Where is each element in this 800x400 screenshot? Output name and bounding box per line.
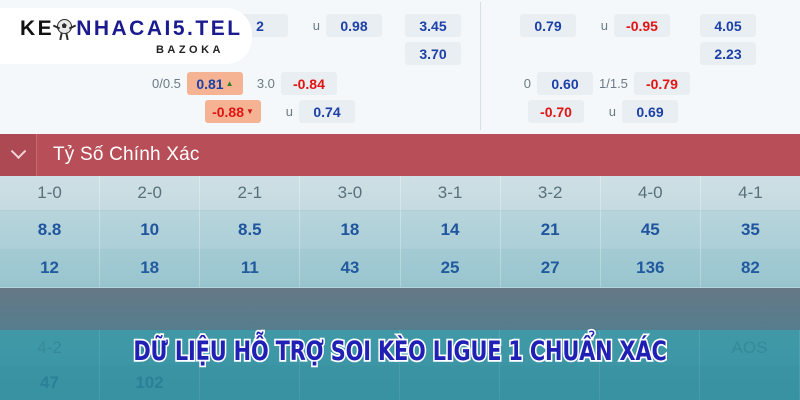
score-column-header: 1-0	[0, 176, 101, 211]
soccer-ball-mascot-icon	[53, 18, 77, 40]
score-odd-cell[interactable]: 43	[300, 249, 401, 287]
banner-headline: DỮ LIỆU HỖ TRỢ SOI KÈO LIGUE 1 CHUẨN XÁC	[132, 334, 668, 369]
site-logo[interactable]: KE NHACAI5.TEL BAZOKA	[0, 8, 252, 64]
score-odd-cell[interactable]: 8.8	[0, 211, 101, 249]
score-odd-cell[interactable]: 27	[500, 249, 601, 287]
odds-b2-value[interactable]: 0.79	[520, 14, 576, 37]
trend-up-icon: ▲	[225, 78, 234, 88]
score-odd-cell[interactable]: 12	[0, 249, 101, 287]
score-odd-cell[interactable]: 14	[400, 211, 501, 249]
score-column-header: 3-1	[400, 176, 501, 211]
score-column-header: 3-0	[300, 176, 401, 211]
odds-handicap-value-2b[interactable]: -0.88 ▼	[205, 100, 261, 123]
odds-row-2b-block-1: -0.88 ▼ u 0.74	[205, 100, 355, 123]
exact-score-table: 1-0 2-0 2-1 3-0 3-1 3-2 4-0 4-1 8.8 10 8…	[0, 176, 800, 287]
odds-ou-label-2: 3.0	[256, 76, 275, 91]
score-column-header: 4-1	[700, 176, 800, 211]
odds-handicap-value-2b-text: -0.88	[212, 103, 244, 120]
score-table-row-away: 12 18 11 43 25 27 136 82	[0, 249, 800, 287]
odds-b2-label: u	[600, 18, 608, 33]
logo-wordmark: KE NHACAI5.TEL	[20, 17, 252, 41]
odds-b3-value[interactable]: 4.05	[700, 14, 756, 37]
odds-ou-value-2[interactable]: -0.84	[280, 72, 337, 95]
logo-text-blue: NHACAI5.TEL	[76, 16, 243, 40]
chevron-down-icon	[10, 142, 26, 159]
score-table-lower-row-home: 47 102	[0, 366, 800, 400]
score-odd-cell[interactable]	[300, 366, 400, 400]
score-odd-cell[interactable]: 8.5	[200, 211, 301, 249]
section-header-exact-score[interactable]: Tỷ Số Chính Xác	[0, 134, 800, 176]
score-table-header-row: 1-0 2-0 2-1 3-0 3-1 3-2 4-0 4-1	[0, 176, 800, 211]
score-odd-cell[interactable]: 25	[400, 249, 501, 287]
odds-ou-value-2b[interactable]: 0.74	[299, 100, 355, 123]
odds-b3-value2[interactable]: 2.23	[700, 42, 756, 65]
odds-row-1b-block-4: 2.23	[700, 42, 756, 65]
score-odd-cell[interactable]	[200, 366, 300, 400]
score-odd-cell[interactable]: 45	[600, 211, 701, 249]
section-header-title: Tỷ Số Chính Xác	[53, 144, 200, 165]
score-table-row-home: 8.8 10 8.5 18 14 21 45 35	[0, 211, 800, 249]
score-odd-cell[interactable]: 21	[500, 211, 601, 249]
odds-ou-label-2b: u	[285, 104, 293, 119]
odds-panel: 2 u 0.98 3.45 3.70 0.79 u -0.95 4.05 2.2…	[0, 0, 800, 134]
score-odd-cell[interactable]	[600, 366, 700, 400]
odds-b2-value-2[interactable]: 0.60	[537, 72, 593, 95]
odds-row-1b-block-3: 3.70	[405, 42, 461, 65]
odds-row-2b-block-2: -0.70 u 0.69	[528, 100, 678, 123]
logo-subtitle: BAZOKA	[155, 43, 224, 56]
score-odd-cell[interactable]: 82	[700, 249, 800, 287]
odds-b2-value2-2b[interactable]: -0.70	[528, 100, 584, 123]
odds-ou-value[interactable]: 0.98	[326, 14, 382, 37]
score-column-header: 3-2	[500, 176, 601, 211]
score-odd-cell[interactable]: 136	[600, 249, 701, 287]
section-header-secondary[interactable]	[0, 288, 800, 330]
odds-ou-label: u	[312, 18, 320, 33]
score-odd-cell[interactable]: 102	[100, 366, 200, 400]
odds-row-1-block-4: 4.05	[700, 14, 756, 37]
odds-b2-label-2: 0	[523, 76, 531, 91]
section-header-divider	[36, 134, 37, 176]
odds-b2-neg-2[interactable]: -0.79	[633, 72, 690, 95]
score-odd-cell[interactable]: 10	[100, 211, 201, 249]
score-odd-cell[interactable]: 18	[300, 211, 401, 249]
odds-row-2-block-1: 0/0.5 0.81 ▲ 3.0 -0.84	[152, 72, 337, 95]
odds-cell-cut[interactable]	[232, 0, 288, 9]
score-odd-cell[interactable]	[400, 366, 500, 400]
odds-row-1-block-2: 0.79 u -0.95	[520, 14, 670, 37]
odds-vertical-divider-1	[480, 2, 481, 130]
odds-handicap-label-2: 0/0.5	[152, 76, 181, 91]
score-odd-cell[interactable]: 11	[200, 249, 301, 287]
score-column-header: 2-0	[100, 176, 201, 211]
score-odd-cell[interactable]: 18	[100, 249, 201, 287]
score-column-header: 4-0	[600, 176, 701, 211]
odds-b2-neg[interactable]: -0.95	[614, 14, 670, 37]
section-collapse-toggle[interactable]	[0, 134, 36, 176]
odds-row-1-block-1: 2 u 0.98	[232, 14, 382, 37]
score-odd-cell[interactable]: 47	[0, 366, 100, 400]
score-odd-cell[interactable]: 35	[700, 211, 800, 249]
score-column-header: 2-1	[200, 176, 301, 211]
odds-b2-pos-2b[interactable]: 0.69	[622, 100, 678, 123]
score-odd-cell[interactable]	[700, 366, 800, 400]
odds-row-1-block-3: 3.45	[405, 14, 461, 37]
logo-text-dark: KE	[20, 16, 55, 40]
odds-handicap-value-2[interactable]: 0.81 ▲	[186, 72, 243, 95]
odds-b2-label3-2b: u	[608, 104, 616, 119]
odds-row-2-block-2: 0 0.60 1/1.5 -0.79	[505, 72, 690, 95]
odds-col3-value[interactable]: 3.45	[405, 14, 461, 37]
score-odd-cell[interactable]	[500, 366, 600, 400]
odds-handicap-value-2-text: 0.81	[196, 75, 224, 92]
trend-down-icon: ▼	[246, 106, 254, 116]
odds-col3-value2[interactable]: 3.70	[405, 42, 461, 65]
odds-b2-label2-2: 1/1.5	[599, 76, 628, 91]
